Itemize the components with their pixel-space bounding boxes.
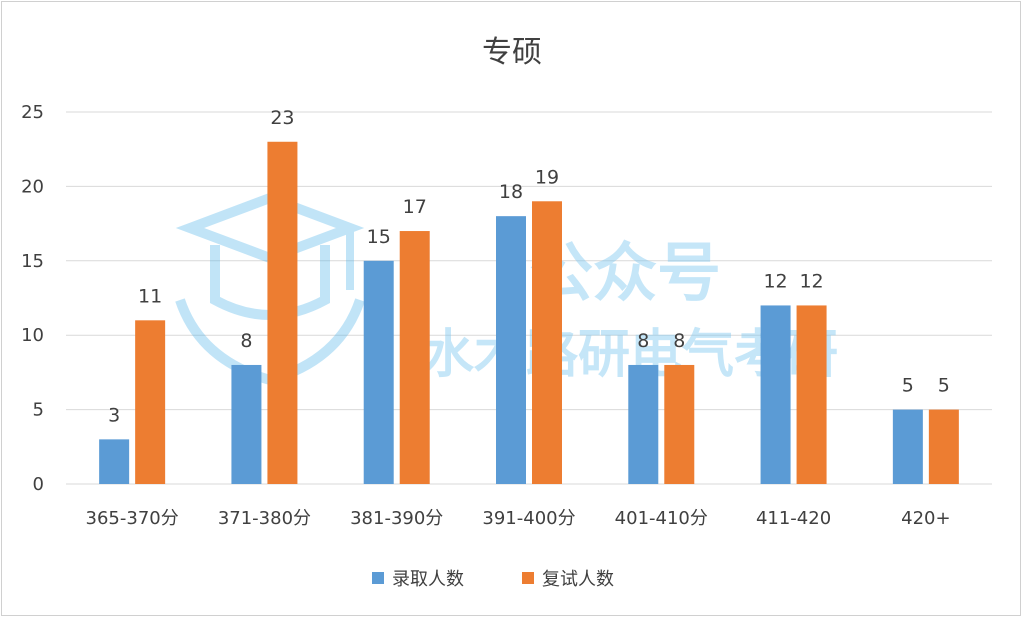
x-tick-label: 381-390分 (350, 508, 443, 529)
y-tick-label: 0 (33, 474, 44, 495)
bar-retest (664, 364, 695, 484)
x-tick-label: 411-420 (756, 508, 831, 529)
x-tick-label: 401-410分 (615, 508, 708, 529)
bar-admitted (892, 409, 923, 484)
y-tick-label: 20 (21, 176, 44, 197)
data-label: 5 (902, 375, 914, 397)
data-label: 12 (799, 270, 823, 292)
data-labels: 3 11 8 23 15 17 18 19 8 8 12 12 5 5 (108, 107, 950, 427)
bar-retest (267, 141, 298, 484)
bar-retest (399, 231, 430, 484)
y-tick-label: 25 (21, 102, 44, 123)
legend: 录取人数 复试人数 (372, 569, 614, 590)
legend-label: 复试人数 (542, 569, 614, 590)
data-label: 5 (938, 375, 950, 397)
data-label: 15 (367, 226, 391, 248)
bar-admitted (231, 364, 262, 484)
x-tick-label: 365-370分 (86, 508, 179, 529)
bar-admitted (628, 364, 659, 484)
chart-title: 专硕 (482, 35, 542, 70)
data-label: 23 (270, 107, 294, 129)
data-label: 17 (403, 196, 427, 218)
x-tick-label: 391-400分 (482, 508, 575, 529)
x-axis-categories: 365-370分 371-380分 381-390分 391-400分 401-410分… (86, 508, 951, 529)
y-axis-ticks: 0 5 10 15 20 25 (21, 102, 44, 495)
data-label: 19 (535, 166, 559, 188)
y-tick-label: 10 (21, 325, 44, 346)
data-label: 18 (499, 181, 523, 203)
bar-retest (928, 409, 959, 484)
legend-swatch (522, 572, 534, 584)
data-label: 8 (673, 330, 685, 352)
gridlines (66, 111, 992, 485)
bars (99, 141, 959, 484)
bar-admitted (496, 216, 526, 484)
x-tick-label: 371-380分 (218, 508, 311, 529)
legend-swatch (372, 572, 384, 584)
bar-admitted (99, 439, 130, 484)
data-label: 8 (637, 330, 649, 352)
y-tick-label: 5 (33, 400, 44, 421)
data-label: 12 (763, 270, 787, 292)
bar-admitted (363, 260, 394, 484)
y-tick-label: 15 (21, 251, 44, 272)
data-label: 3 (108, 404, 120, 426)
legend-label: 录取人数 (392, 569, 464, 590)
bar-retest (532, 201, 562, 484)
x-tick-label: 420+ (901, 508, 950, 529)
bar-retest (135, 320, 166, 484)
bar-retest (796, 305, 827, 484)
data-label: 8 (240, 330, 252, 352)
data-label: 11 (138, 285, 162, 307)
bar-admitted (760, 305, 791, 484)
